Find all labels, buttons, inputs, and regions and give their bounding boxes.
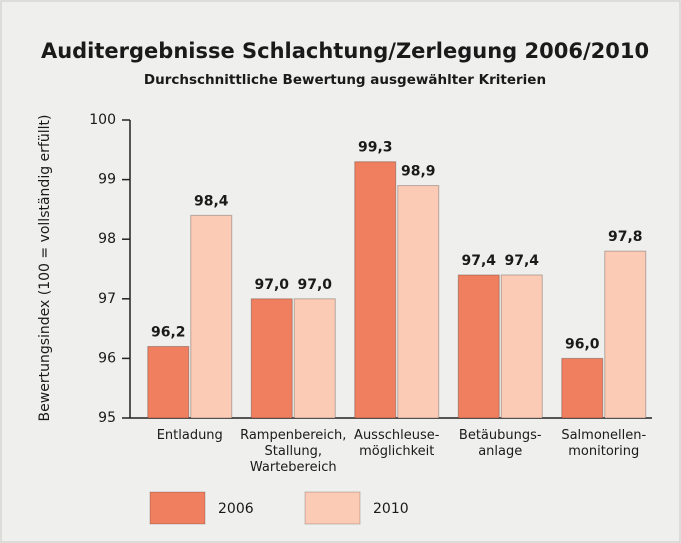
x-tick-label: Rampenbereich, Stallung, Wartebereich — [240, 428, 347, 475]
x-tick-label: Betäubungs- anlage — [458, 428, 542, 459]
value-label: 97,8 — [608, 229, 643, 245]
value-label: 98,4 — [194, 193, 229, 209]
chart-title: Auditergebnisse Schlachtung/Zerlegung 20… — [41, 39, 649, 63]
y-tick-label: 99 — [98, 172, 116, 188]
value-label: 97,0 — [297, 277, 332, 293]
value-label: 97,4 — [504, 253, 539, 269]
bar — [397, 185, 440, 419]
bar — [354, 161, 397, 419]
y-tick-label: 95 — [98, 410, 116, 426]
chart-subtitle: Durchschnittliche Bewertung ausgewählter… — [144, 72, 546, 88]
bar — [250, 298, 293, 419]
value-label: 99,3 — [358, 140, 393, 156]
bar — [500, 274, 543, 419]
value-label: 96,0 — [565, 336, 600, 352]
bar — [190, 214, 233, 419]
y-tick-label: 97 — [98, 291, 116, 307]
bar — [293, 298, 336, 419]
y-tick-label: 98 — [98, 231, 116, 247]
bar — [457, 274, 500, 419]
x-tick-label: Ausschleuse- möglichkeit — [354, 428, 440, 459]
bar — [147, 345, 190, 419]
legend-label: 2006 — [218, 501, 254, 517]
value-label: 97,4 — [461, 253, 496, 269]
legend-swatch — [149, 491, 206, 525]
legend-label: 2010 — [373, 501, 409, 517]
legend-swatch — [304, 491, 361, 525]
bar — [604, 250, 647, 419]
value-label: 98,9 — [401, 164, 436, 180]
y-tick-label: 100 — [89, 112, 116, 128]
value-label: 97,0 — [254, 277, 289, 293]
y-tick-label: 96 — [98, 350, 116, 366]
y-axis-label: Bewertungsindex (100 = vollständig erfül… — [37, 115, 53, 422]
value-label: 96,2 — [151, 324, 186, 340]
bar — [561, 357, 604, 419]
x-tick-label: Salmonellen- monitoring — [561, 428, 647, 459]
x-tick-label: Entladung — [156, 428, 223, 443]
